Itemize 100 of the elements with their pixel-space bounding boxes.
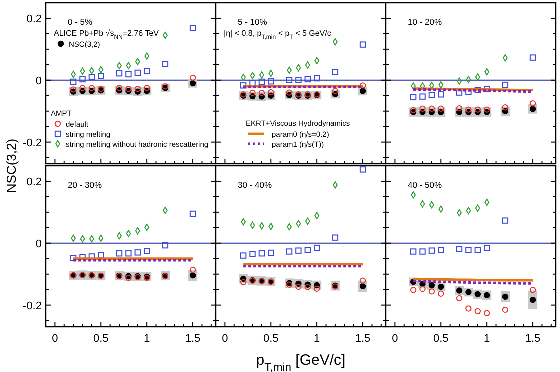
point bbox=[502, 104, 509, 111]
y-tick-label: -0.2 bbox=[23, 137, 42, 150]
point bbox=[144, 248, 150, 254]
point bbox=[502, 218, 509, 224]
point bbox=[304, 284, 311, 290]
point bbox=[428, 106, 436, 112]
point bbox=[70, 78, 77, 86]
point bbox=[420, 248, 426, 255]
point bbox=[240, 252, 247, 259]
point bbox=[466, 306, 472, 312]
x-tick-label: 0.5 bbox=[433, 333, 449, 345]
x-tick-label: 1.5 bbox=[185, 333, 201, 345]
x-tick-label: 1 bbox=[484, 333, 490, 345]
point bbox=[162, 61, 169, 68]
point bbox=[259, 72, 264, 79]
point bbox=[144, 85, 150, 92]
point bbox=[502, 306, 509, 314]
point bbox=[420, 82, 426, 90]
x-tick-label: 1 bbox=[314, 333, 320, 345]
point bbox=[475, 74, 480, 81]
y-tick-label: -0.2 bbox=[23, 300, 42, 312]
point bbox=[474, 87, 481, 94]
point bbox=[134, 70, 141, 76]
point bbox=[456, 295, 463, 302]
point bbox=[80, 85, 86, 92]
x-tick-label: 1.5 bbox=[355, 333, 371, 345]
point bbox=[268, 89, 274, 96]
x-tick-label: 0 bbox=[392, 333, 398, 345]
point bbox=[314, 212, 320, 220]
text: 0 - 5% bbox=[68, 17, 94, 27]
point bbox=[438, 247, 444, 254]
point bbox=[530, 100, 536, 107]
point bbox=[190, 24, 196, 32]
point bbox=[190, 210, 196, 218]
point bbox=[410, 287, 417, 294]
point bbox=[98, 252, 104, 259]
point bbox=[466, 247, 472, 254]
y-tick-label: 0.2 bbox=[26, 13, 42, 26]
point bbox=[360, 278, 366, 284]
point bbox=[530, 54, 536, 61]
point bbox=[484, 245, 490, 252]
point bbox=[305, 62, 310, 69]
text: 5 - 10% bbox=[238, 17, 268, 27]
y-tick-label: 0 bbox=[36, 238, 42, 250]
text: 40 - 50% bbox=[408, 180, 442, 190]
point bbox=[438, 206, 444, 213]
annotation: |η| < 0.8, p$_{T,min}$ < p$_{T}$ < 5 GeV/c bbox=[224, 29, 332, 41]
point bbox=[530, 287, 536, 294]
point bbox=[286, 248, 293, 255]
point bbox=[484, 310, 490, 316]
x-tick-label: 0.5 bbox=[263, 333, 279, 345]
point bbox=[135, 58, 140, 66]
point bbox=[420, 106, 426, 112]
point bbox=[98, 73, 104, 80]
point bbox=[126, 230, 132, 238]
point bbox=[428, 248, 436, 254]
point bbox=[360, 82, 366, 89]
point bbox=[502, 294, 509, 300]
point bbox=[190, 266, 196, 274]
point bbox=[456, 90, 463, 96]
point bbox=[420, 94, 426, 100]
point bbox=[502, 82, 509, 88]
point bbox=[332, 234, 339, 241]
point bbox=[250, 251, 256, 258]
point bbox=[88, 74, 96, 80]
point bbox=[240, 82, 247, 89]
point bbox=[304, 76, 311, 83]
point bbox=[456, 246, 463, 252]
annotation: ALICE Pb+Pb √s$_{NN}$=2.76 TeV bbox=[54, 29, 160, 41]
point bbox=[484, 106, 490, 113]
y-tick-label: 0.2 bbox=[26, 176, 42, 188]
point bbox=[70, 255, 77, 262]
point bbox=[134, 86, 141, 92]
x-tick-label: 1 bbox=[144, 333, 150, 345]
point bbox=[126, 250, 132, 257]
point bbox=[144, 52, 150, 60]
point bbox=[456, 105, 463, 112]
x-tick-label: 1.5 bbox=[525, 333, 541, 345]
point bbox=[474, 308, 481, 315]
point bbox=[438, 290, 444, 297]
point bbox=[474, 247, 481, 254]
point bbox=[474, 106, 481, 113]
point bbox=[80, 76, 86, 83]
point bbox=[250, 90, 256, 96]
point bbox=[144, 68, 150, 75]
point bbox=[286, 77, 293, 84]
point bbox=[332, 69, 339, 76]
point bbox=[438, 92, 444, 98]
point bbox=[286, 90, 293, 96]
point bbox=[258, 90, 266, 96]
point bbox=[428, 288, 436, 295]
text: 10 - 20% bbox=[408, 17, 442, 27]
y-tick-label: 0 bbox=[36, 75, 42, 88]
x-tick-label: 0.5 bbox=[93, 333, 109, 345]
point bbox=[410, 248, 417, 255]
point bbox=[258, 250, 266, 257]
point bbox=[304, 247, 311, 254]
point bbox=[314, 244, 320, 252]
point bbox=[360, 42, 366, 48]
point bbox=[240, 279, 247, 286]
